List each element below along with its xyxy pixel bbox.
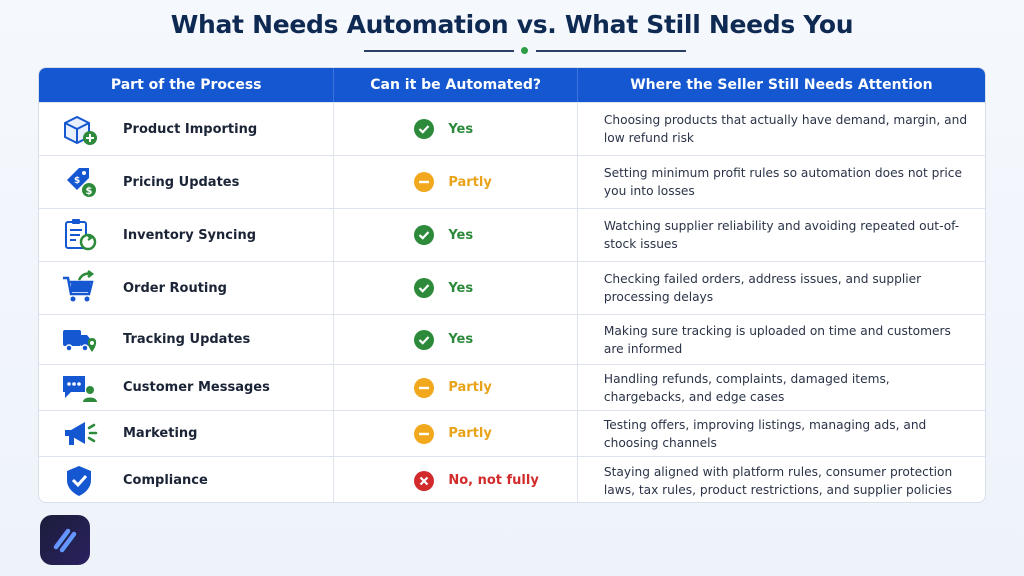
table-row: $ $ Pricing Updates Partly Setting minimum p… bbox=[39, 155, 985, 208]
status-label: No, not fully bbox=[448, 473, 539, 488]
minus-circle-icon bbox=[414, 377, 435, 398]
table-row: Inventory Syncing Yes Watching supplier re… bbox=[39, 208, 985, 261]
process-cell: Marketing bbox=[39, 411, 335, 456]
table-row: Marketing Partly Testing offers, improving… bbox=[39, 410, 985, 456]
box-plus-icon bbox=[57, 110, 101, 148]
process-cell: Product Importing bbox=[39, 103, 335, 155]
check-circle-icon bbox=[414, 329, 435, 350]
process-cell: Order Routing bbox=[39, 262, 335, 314]
status-label: Partly bbox=[448, 426, 492, 441]
table-row: Product Importing Yes Choosing products th… bbox=[39, 102, 985, 155]
divider-dot-icon bbox=[521, 47, 528, 54]
status-label: Yes bbox=[448, 280, 474, 296]
process-label: Marketing bbox=[123, 426, 198, 441]
automation-cell: No, not fully bbox=[334, 457, 578, 502]
attention-cell: Staying aligned with platform rules, con… bbox=[603, 464, 953, 497]
chat-user-icon bbox=[57, 369, 101, 407]
minus-circle-icon bbox=[414, 423, 435, 444]
attention-cell: Watching supplier reliability and avoidi… bbox=[603, 219, 960, 251]
header-process: Part of the Process bbox=[39, 68, 335, 102]
title-divider bbox=[364, 47, 686, 55]
status-label: Yes bbox=[448, 332, 474, 347]
shield-check-icon bbox=[57, 462, 101, 500]
table-row: Order Routing Yes Checking failed orders, … bbox=[39, 261, 985, 314]
automation-cell: Yes bbox=[334, 209, 578, 261]
truck-location-icon bbox=[57, 321, 101, 359]
svg-text:$: $ bbox=[86, 186, 93, 197]
process-label: Customer Messages bbox=[123, 380, 270, 395]
process-cell: Tracking Updates bbox=[39, 315, 335, 364]
attention-cell: Choosing products that actually have dem… bbox=[603, 113, 968, 145]
status-label: Partly bbox=[448, 174, 492, 190]
process-label: Product Importing bbox=[123, 121, 258, 137]
header-attention: Where the Seller Still Needs Attention bbox=[630, 77, 933, 93]
process-cell: $ $ Pricing Updates bbox=[39, 156, 335, 208]
table-row: Customer Messages Partly Handling refunds,… bbox=[39, 364, 985, 410]
status-label: Yes bbox=[448, 121, 474, 137]
process-label: Order Routing bbox=[123, 280, 227, 296]
process-cell: Customer Messages bbox=[39, 365, 335, 410]
automation-cell: Yes bbox=[334, 315, 578, 364]
svg-text:$: $ bbox=[74, 176, 80, 186]
table-row: Compliance No, not fully Staying aligned w… bbox=[39, 456, 985, 502]
attention-cell: Testing offers, improving listings, mana… bbox=[603, 417, 927, 450]
status-label: Partly bbox=[448, 380, 492, 395]
price-tag-icon: $ $ bbox=[57, 163, 101, 201]
process-label: Compliance bbox=[123, 473, 208, 488]
status-label: Yes bbox=[448, 227, 474, 243]
process-label: Pricing Updates bbox=[123, 174, 240, 190]
check-circle-icon bbox=[414, 119, 435, 139]
attention-cell: Handling refunds, complaints, damaged it… bbox=[603, 371, 890, 404]
process-cell: Inventory Syncing bbox=[39, 209, 335, 261]
automation-cell: Partly bbox=[334, 365, 578, 410]
automation-cell: Yes bbox=[334, 262, 578, 314]
automation-cell: Yes bbox=[334, 103, 578, 155]
attention-cell: Checking failed orders, address issues, … bbox=[603, 272, 922, 304]
process-label: Tracking Updates bbox=[123, 332, 251, 347]
x-circle-icon bbox=[414, 470, 435, 491]
header-automated: Can it be Automated? bbox=[334, 68, 578, 102]
check-circle-icon bbox=[414, 225, 435, 245]
page-title: What Needs Automation vs. What Still Nee… bbox=[170, 10, 854, 39]
table-header: Part of the Process Can it be Automated?… bbox=[39, 68, 985, 102]
automation-table: Part of the Process Can it be Automated?… bbox=[38, 67, 986, 503]
megaphone-icon bbox=[57, 415, 101, 453]
attention-cell: Making sure tracking is uploaded on time… bbox=[603, 323, 951, 356]
clipboard-sync-icon bbox=[57, 216, 101, 254]
cart-arrow-icon bbox=[57, 269, 101, 307]
process-cell: Compliance bbox=[39, 457, 335, 502]
attention-cell: Setting minimum profit rules so automati… bbox=[603, 166, 962, 198]
app-logo-icon[interactable] bbox=[40, 515, 90, 565]
check-circle-icon bbox=[414, 278, 435, 298]
automation-cell: Partly bbox=[334, 156, 578, 208]
table-row: Tracking Updates Yes Making sure tracking … bbox=[39, 314, 985, 364]
automation-cell: Partly bbox=[334, 411, 578, 456]
minus-circle-icon bbox=[414, 172, 435, 192]
process-label: Inventory Syncing bbox=[123, 227, 257, 243]
